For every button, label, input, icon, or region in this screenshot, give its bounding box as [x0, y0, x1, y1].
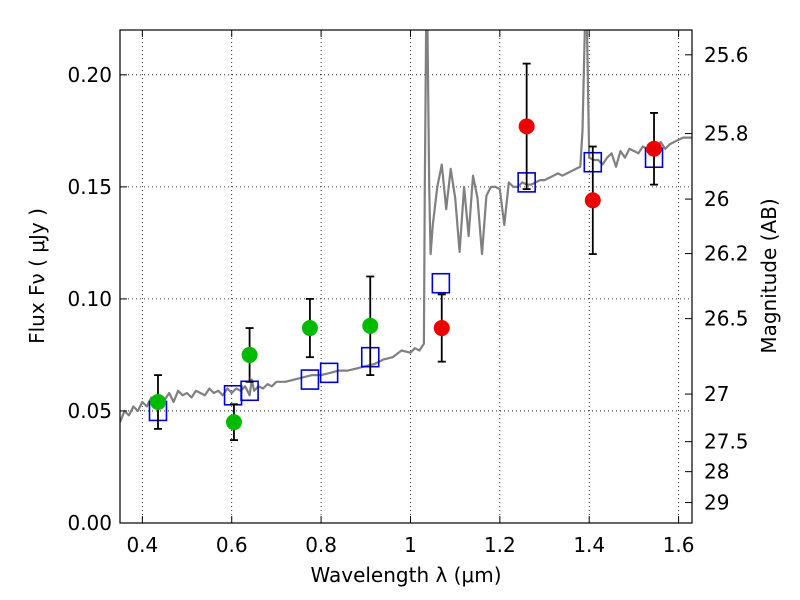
y-tick-label: 0.10 — [67, 287, 112, 311]
mag-tick-label: 27 — [704, 382, 729, 406]
y-tick-label: 0.05 — [67, 399, 112, 423]
x-tick-label: 1.6 — [663, 533, 695, 557]
observed-point — [225, 414, 242, 431]
mag-tick-label: 26.5 — [704, 307, 749, 331]
model-square-point — [300, 369, 320, 390]
ticks: 0.4 0.6 0.8 1 1.2 1.4 1.6 0.00 0.05 0.10 0.15 0.20 2… — [67, 30, 749, 557]
x-tick-label: 0.8 — [305, 533, 337, 557]
x-axis-label: Wavelength λ (μm) — [310, 563, 501, 587]
model-square-point — [319, 362, 339, 384]
x-tick-label: 0.4 — [126, 533, 158, 557]
grid — [120, 30, 692, 524]
mag-tick-label: 25.6 — [704, 43, 749, 67]
x-tick-label: 1 — [404, 533, 417, 557]
observed-point — [584, 192, 601, 209]
y-tick-label: 0.20 — [67, 63, 112, 87]
mag-tick-label: 26 — [704, 187, 729, 211]
observed-point — [149, 393, 166, 410]
mag-tick-label: 26.2 — [704, 242, 749, 266]
plot-area — [120, 30, 692, 441]
y-tick-label: 0.15 — [67, 175, 112, 199]
mag-tick-label: 28 — [704, 460, 729, 484]
x-tick-label: 1.4 — [573, 533, 605, 557]
observed-point — [646, 140, 663, 157]
mag-tick-label: 25.8 — [704, 122, 749, 146]
observed-point — [362, 317, 379, 334]
mag-tick-label: 27.5 — [704, 430, 749, 454]
plot-frame — [119, 29, 693, 524]
observed-point — [301, 320, 318, 337]
y-right-axis-label: Magnitude (AB) — [757, 198, 781, 353]
plot-content — [120, 30, 692, 441]
y-tick-label: 0.00 — [67, 511, 112, 535]
y-axis-label: Flux Fν ( μJy ) — [25, 208, 49, 344]
model-square-point — [431, 272, 451, 294]
spectrum-line — [120, 30, 692, 423]
observed-point — [433, 320, 450, 337]
mag-tick-label: 29 — [704, 491, 729, 515]
x-tick-label: 0.6 — [216, 533, 248, 557]
x-tick-label: 1.2 — [484, 533, 516, 557]
observed-point — [518, 118, 535, 135]
observed-point — [241, 346, 258, 363]
